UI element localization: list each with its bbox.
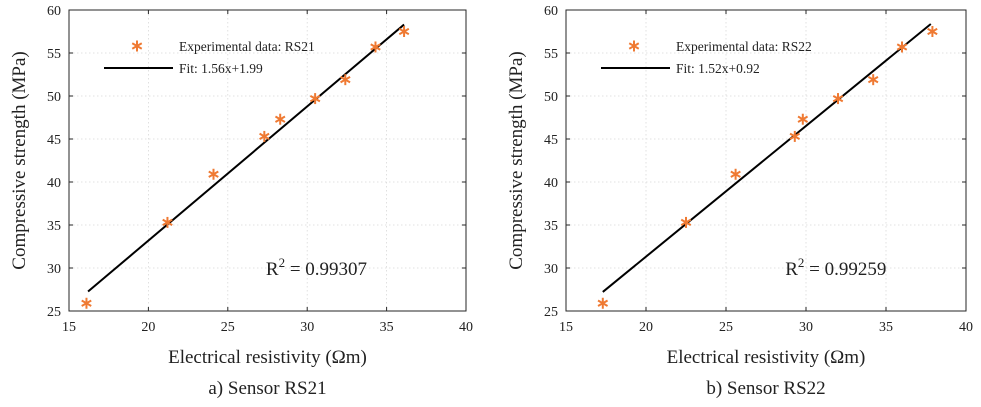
y-tick-label: 30 xyxy=(47,262,61,277)
chart-caption: a) Sensor RS21 xyxy=(208,378,326,399)
x-tick-label: 30 xyxy=(799,320,813,335)
x-tick-label: 35 xyxy=(380,320,394,335)
x-tick-label: 15 xyxy=(62,320,76,335)
data-point xyxy=(259,130,270,142)
r-squared-base: R xyxy=(266,259,279,280)
y-tick-label: 30 xyxy=(544,262,558,277)
legend-label-fit: Fit: 1.56x+1.99 xyxy=(179,61,263,76)
data-point xyxy=(797,113,809,125)
y-tick-label: 45 xyxy=(47,133,61,148)
legend-marker xyxy=(131,40,143,52)
plot-area xyxy=(566,10,966,311)
x-tick-label: 20 xyxy=(639,320,653,335)
legend-marker xyxy=(628,40,640,52)
data-point xyxy=(162,216,173,228)
data-point xyxy=(896,41,908,53)
axes-box xyxy=(68,9,467,312)
r-squared-base: R xyxy=(785,259,798,280)
data-point xyxy=(597,297,609,309)
r-squared-superscript: 2 xyxy=(279,255,286,270)
axes-box xyxy=(565,9,967,312)
data-point xyxy=(680,216,692,228)
data-point xyxy=(730,168,741,180)
y-axis-label: Compressive strength (MPa) xyxy=(506,51,527,269)
chart-caption: b) Sensor RS22 xyxy=(706,378,825,399)
data-point xyxy=(789,130,801,142)
data-point xyxy=(927,26,938,37)
x-tick-label: 20 xyxy=(141,320,155,335)
plot-area xyxy=(69,10,466,311)
data-point xyxy=(340,74,351,86)
r-squared-annotation: R2 = 0.99259 xyxy=(785,255,886,280)
y-tick-label: 60 xyxy=(544,4,558,19)
y-tick-label: 25 xyxy=(47,305,61,320)
x-tick-label: 15 xyxy=(559,320,573,335)
legend-label-fit: Fit: 1.52x+0.92 xyxy=(676,61,760,76)
y-tick-label: 25 xyxy=(544,305,558,320)
y-tick-label: 55 xyxy=(47,47,61,62)
y-axis-label: Compressive strength (MPa) xyxy=(9,51,30,269)
r-squared-annotation: R2 = 0.99307 xyxy=(266,255,367,280)
data-point xyxy=(208,168,219,180)
y-tick-label: 55 xyxy=(544,47,558,62)
chart-rs22: 15 20 25 30 35 40 25 30 35 40 45 50 55 60 Electrical r… xyxy=(506,4,973,399)
data-point xyxy=(309,93,321,105)
data-point xyxy=(398,26,410,37)
x-tick-label: 30 xyxy=(300,320,314,335)
x-tick-label: 25 xyxy=(221,320,235,335)
y-tick-label: 40 xyxy=(544,176,558,191)
x-tick-label: 40 xyxy=(459,320,473,335)
legend-label-data: Experimental data: RS22 xyxy=(676,39,812,54)
y-tick-label: 35 xyxy=(544,219,558,234)
r-squared-superscript: 2 xyxy=(798,255,805,270)
chart-rs21: 15 20 25 30 35 40 25 30 35 40 45 50 55 60 Electrical r… xyxy=(9,4,473,399)
x-axis-label: Electrical resistivity (Ωm) xyxy=(168,347,367,368)
data-point xyxy=(274,113,286,125)
r-squared-value: = 0.99259 xyxy=(804,259,886,280)
y-tick-label: 45 xyxy=(544,133,558,148)
legend-label-data: Experimental data: RS21 xyxy=(179,39,315,54)
data-point xyxy=(81,297,92,309)
y-tick-label: 50 xyxy=(544,90,558,105)
data-point xyxy=(832,93,844,105)
y-tick-label: 50 xyxy=(47,90,61,105)
y-tick-label: 60 xyxy=(47,4,61,19)
x-tick-label: 25 xyxy=(719,320,733,335)
r-squared-value: = 0.99307 xyxy=(285,259,367,280)
fit-line xyxy=(87,23,405,293)
fit-line xyxy=(602,23,932,293)
x-axis-label: Electrical resistivity (Ωm) xyxy=(667,347,866,368)
y-tick-label: 40 xyxy=(47,176,61,191)
y-tick-label: 35 xyxy=(47,219,61,234)
data-point xyxy=(370,41,381,53)
data-point xyxy=(867,74,879,86)
x-tick-label: 40 xyxy=(959,320,973,335)
x-tick-label: 35 xyxy=(879,320,893,335)
